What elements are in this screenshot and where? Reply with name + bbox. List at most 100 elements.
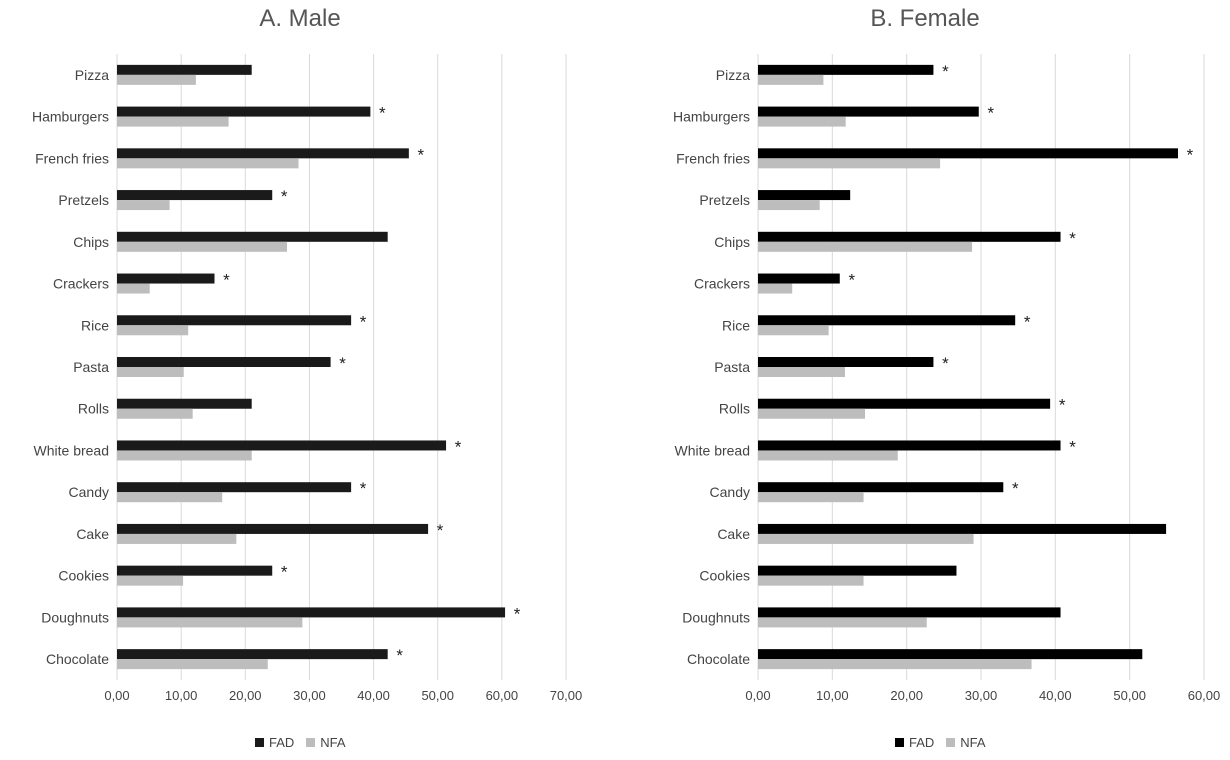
legend: FAD NFA [255,735,358,750]
legend-item-fad: FAD [895,735,934,750]
bar-nfa [758,617,927,628]
x-tick-label: 40,00 [357,688,390,703]
chart-panel-female: B. Female 0,00 10,00 20,00 30,00 40,00 50,00 6… [630,0,1230,755]
legend: FAD NFA [895,735,998,750]
x-tick-label: 30,00 [293,688,326,703]
category-label: Crackers [53,276,109,292]
bar-nfa [758,200,820,211]
bar-fad [758,315,1016,326]
bar-fad [758,565,957,576]
category-label: Rice [722,317,750,333]
bar-nfa [758,74,824,85]
bar-fad [117,148,409,159]
bar-fad [117,607,506,618]
chart-title: B. Female [870,5,980,32]
category-label: Candy [69,484,109,500]
chart-title: A. Male [259,5,341,32]
significance-marker: * [1012,479,1019,498]
bar-chart-female: 0,00 10,00 20,00 30,00 40,00 50,00 60,00 Pizza *… [673,54,1220,703]
bar-nfa [117,659,268,670]
bar-nfa [758,408,866,419]
legend-swatch-nfa [306,738,316,747]
legend-swatch-fad [895,738,904,747]
significance-marker: * [1187,145,1194,164]
significance-marker: * [223,271,230,290]
significance-marker: * [455,437,462,456]
bar-nfa [758,116,846,127]
significance-marker: * [514,604,521,623]
bar-fad [758,482,1004,493]
category-label: French fries [35,150,109,166]
bar-nfa [758,575,864,586]
bar-fad [117,398,252,409]
bar-nfa [117,575,184,586]
bar-fad [758,190,851,201]
x-tick-label: 50,00 [421,688,454,703]
category-label: Hamburgers [32,109,109,125]
bar-nfa [117,74,196,85]
category-label: White bread [675,442,750,458]
category-label: Candy [710,484,750,500]
bar-fad [758,440,1061,451]
category-label: White bread [34,442,109,458]
x-tick-label: 20,00 [229,688,262,703]
bar-fad [758,64,934,75]
category-label: Cookies [58,568,109,584]
category-label: Chocolate [46,651,109,667]
bar-nfa [117,533,237,544]
category-label: Pasta [714,359,750,375]
bar-nfa [758,283,793,294]
significance-marker: * [1024,312,1031,331]
bar-fad [117,565,273,576]
bar-nfa [758,325,829,336]
x-tick-label: 10,00 [165,688,198,703]
bar-fad [758,273,840,284]
legend-swatch-nfa [946,738,956,747]
bar-fad [117,649,388,660]
bar-nfa [117,325,189,336]
category-label: Crackers [694,276,750,292]
category-label: Pasta [73,359,109,375]
bar-nfa [758,450,898,461]
category-label: Cookies [699,568,750,584]
bar-fad [758,607,1061,618]
category-label: Chocolate [687,651,750,667]
significance-marker: * [437,521,444,540]
category-label: Hamburgers [673,109,750,125]
bar-fad [117,482,352,493]
bar-nfa [117,408,193,419]
bar-fad [117,190,273,201]
bar-nfa [758,367,845,377]
significance-marker: * [396,646,403,665]
bar-fad [117,231,388,242]
legend-item-nfa: NFA [946,735,986,750]
bar-fad [758,106,979,117]
bar-fad [117,273,215,284]
legend-swatch-fad [255,738,264,747]
bar-fad [117,357,331,367]
significance-marker: * [379,104,386,123]
bar-nfa [117,241,287,252]
bar-nfa [758,241,973,252]
category-label: Rolls [78,401,109,417]
category-label: Pretzels [58,192,109,208]
bar-fad [758,231,1061,242]
significance-marker: * [281,187,288,206]
x-tick-label: 10,00 [816,688,849,703]
legend-item-nfa: NFA [306,735,346,750]
bar-nfa [758,492,864,503]
bar-fad [758,148,1178,159]
x-tick-label: 40,00 [1039,688,1072,703]
bar-fad [117,315,352,326]
significance-marker: * [1069,437,1076,456]
x-tick-label: 0,00 [745,688,770,703]
bar-chart-male: 0,00 10,00 20,00 30,00 40,00 50,00 60,00 70,00 P… [32,54,582,703]
significance-marker: * [942,62,949,81]
bar-nfa [758,158,941,169]
x-tick-label: 20,00 [890,688,923,703]
bar-nfa [758,659,1032,670]
bar-nfa [117,450,252,461]
legend-label: FAD [269,735,295,750]
bar-fad [758,398,1051,409]
x-tick-label: 30,00 [965,688,998,703]
